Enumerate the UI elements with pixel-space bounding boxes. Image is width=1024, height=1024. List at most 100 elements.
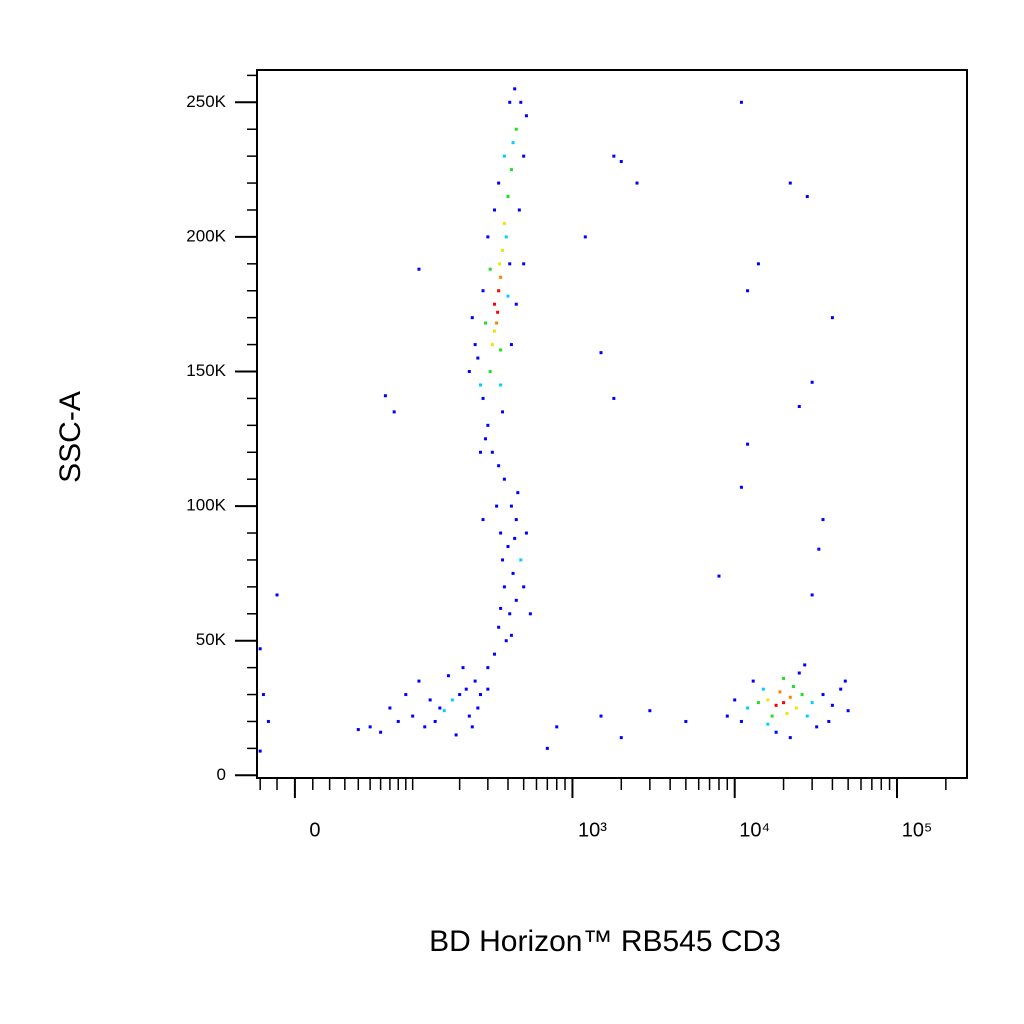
point	[483, 321, 487, 325]
point	[717, 574, 721, 578]
point	[379, 730, 383, 734]
point	[473, 343, 477, 347]
point	[446, 674, 450, 678]
point	[513, 87, 517, 91]
point	[501, 410, 505, 414]
point	[506, 544, 510, 548]
y-tick-label: 50K	[196, 630, 227, 649]
point	[511, 141, 515, 145]
point	[739, 719, 743, 723]
point	[517, 208, 521, 212]
point	[805, 714, 809, 718]
point	[470, 725, 474, 729]
point	[751, 679, 755, 683]
point	[396, 719, 400, 723]
point	[486, 666, 490, 670]
point	[524, 531, 528, 535]
point	[495, 321, 499, 325]
point	[496, 310, 500, 314]
point	[476, 706, 480, 710]
point	[522, 262, 526, 266]
point	[803, 663, 807, 667]
point	[481, 289, 485, 293]
point	[478, 383, 482, 387]
point	[746, 706, 750, 710]
point	[467, 714, 471, 718]
point	[599, 714, 603, 718]
point	[821, 518, 825, 522]
point	[815, 725, 819, 729]
point	[509, 168, 513, 172]
point	[519, 558, 523, 562]
point	[502, 154, 506, 158]
point	[839, 687, 843, 691]
point	[846, 709, 850, 713]
point	[810, 380, 814, 384]
point	[739, 485, 743, 489]
point	[619, 736, 623, 740]
point	[258, 647, 262, 651]
point	[612, 154, 616, 158]
point	[490, 450, 494, 454]
point	[483, 437, 487, 441]
point	[545, 746, 549, 750]
y-axis-title: SSC-A	[54, 391, 87, 483]
point	[555, 725, 559, 729]
point	[428, 698, 432, 702]
point	[684, 719, 688, 723]
point	[524, 114, 528, 118]
point	[508, 100, 512, 104]
point	[788, 736, 792, 740]
point	[497, 289, 501, 293]
point	[497, 625, 501, 629]
point	[497, 464, 501, 468]
point	[433, 719, 437, 723]
point	[810, 593, 814, 597]
point	[266, 719, 270, 723]
x-tick-label: 10⁵	[902, 819, 933, 841]
point	[794, 706, 798, 710]
point	[514, 598, 518, 602]
point	[506, 195, 510, 199]
point	[502, 477, 506, 481]
point	[599, 351, 603, 355]
point	[467, 370, 471, 374]
point	[493, 652, 497, 656]
y-tick-label: 250K	[186, 92, 226, 111]
point	[499, 275, 503, 279]
point	[417, 679, 421, 683]
point	[508, 612, 512, 616]
point	[516, 491, 520, 495]
point	[476, 356, 480, 360]
point	[648, 709, 652, 713]
point	[404, 693, 408, 697]
point	[756, 701, 760, 705]
point	[488, 267, 492, 271]
point	[821, 693, 825, 697]
point	[442, 709, 446, 713]
x-tick-label: 10³	[578, 819, 607, 841]
point	[499, 606, 503, 610]
point	[493, 208, 497, 212]
point	[774, 730, 778, 734]
point	[504, 235, 508, 239]
point	[519, 100, 523, 104]
point	[514, 127, 518, 131]
point	[788, 695, 792, 699]
y-tick-label: 100K	[186, 496, 226, 515]
point	[509, 343, 513, 347]
point	[766, 698, 770, 702]
point	[509, 504, 513, 508]
point	[450, 698, 454, 702]
point	[528, 612, 532, 616]
point	[458, 693, 462, 697]
point	[782, 676, 786, 680]
point	[498, 262, 502, 266]
point	[810, 701, 814, 705]
point	[756, 262, 760, 266]
point	[782, 701, 786, 705]
point	[481, 518, 485, 522]
